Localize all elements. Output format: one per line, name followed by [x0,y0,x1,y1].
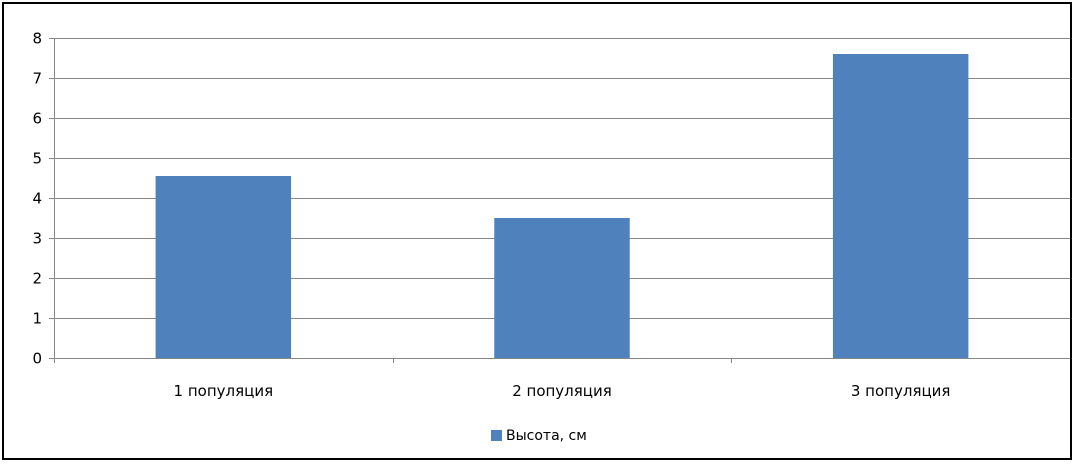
y-tick-labels: 0 1 2 3 4 5 6 7 8 [32,30,54,368]
y-tick-label: 4 [32,190,42,208]
bar [494,218,630,358]
y-tick-label: 5 [32,150,42,168]
bar-chart: 0 1 2 3 4 5 6 7 8 1 популяция 2 популяция 3 популя… [32,30,1070,444]
y-tick-label: 7 [32,70,42,88]
bar [832,54,969,358]
y-tick-label: 8 [32,30,42,48]
y-tick-label: 3 [32,230,42,248]
x-category-label: 1 популяция [174,382,274,400]
x-category-labels: 1 популяция 2 популяция 3 популяция [174,382,951,400]
bar [155,176,292,358]
axes [54,38,1070,363]
y-tick-label: 1 [32,310,42,328]
legend: Высота, см [491,428,587,444]
x-category-label: 3 популяция [851,382,951,400]
legend-label: Высота, см [506,428,587,444]
y-tick-label: 0 [32,350,42,368]
bars [155,54,969,358]
y-tick-label: 6 [32,110,42,128]
legend-swatch [491,430,502,441]
x-category-label: 2 популяция [512,382,612,400]
y-tick-label: 2 [32,270,42,288]
